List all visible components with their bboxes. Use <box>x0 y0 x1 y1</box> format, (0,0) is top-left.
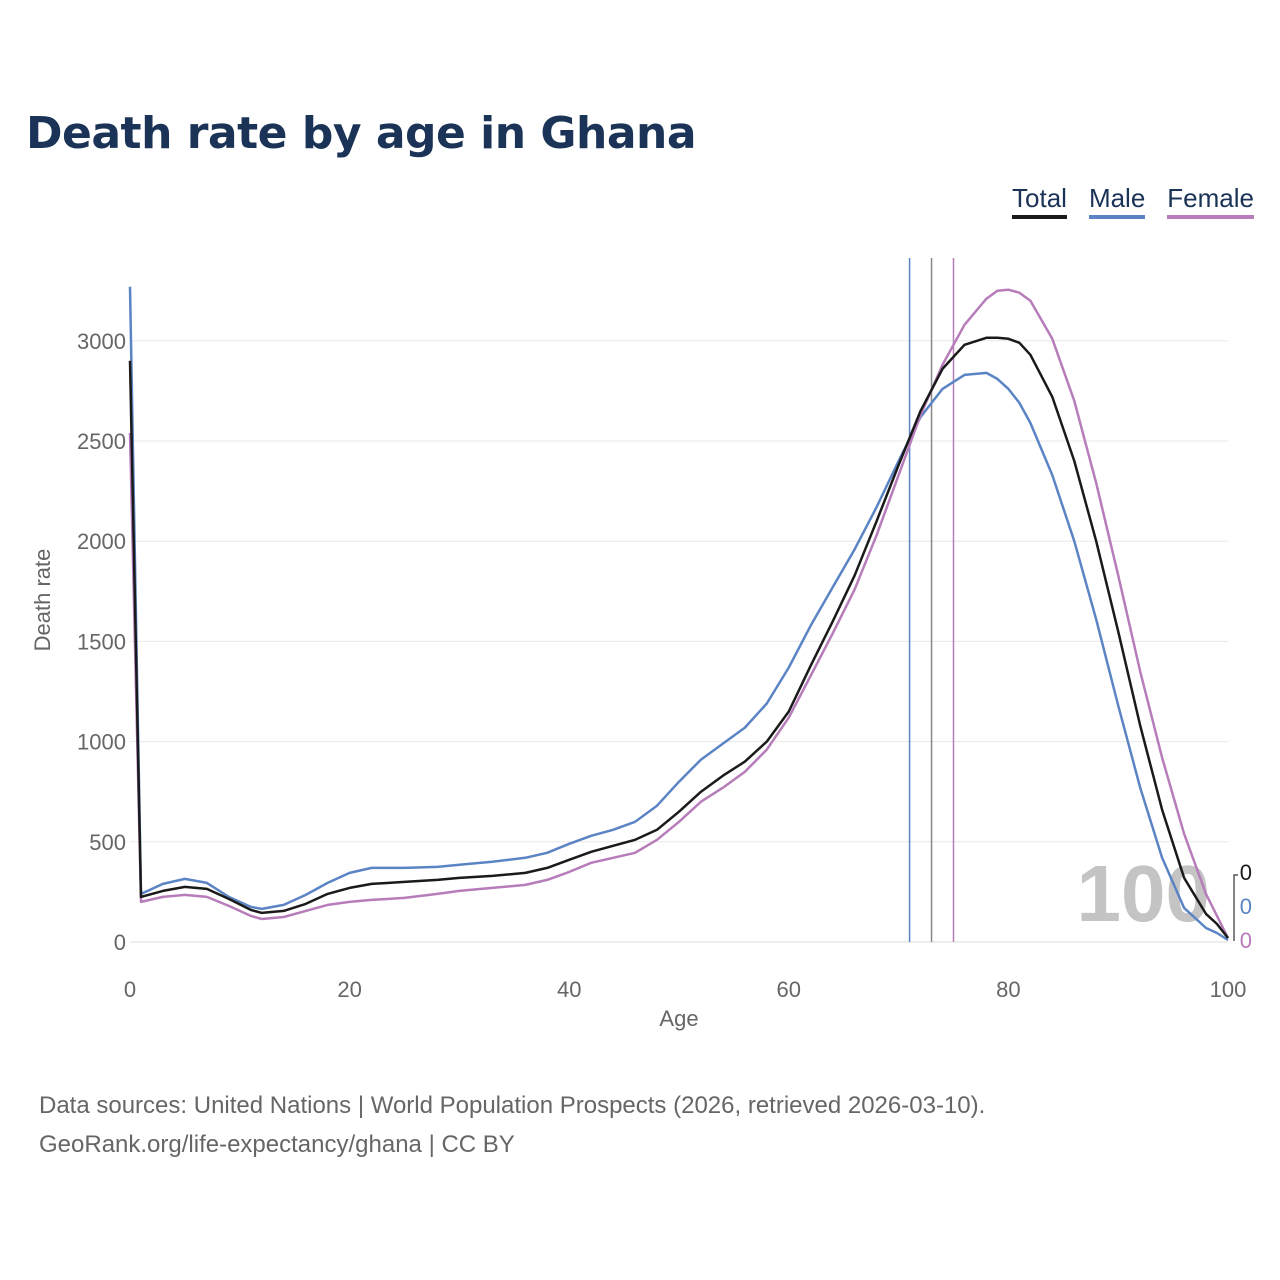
end-labels: 0 0 0 <box>1233 860 1252 953</box>
end-label-female: 0 <box>1240 928 1252 953</box>
legend-item-female[interactable]: Female <box>1167 183 1254 219</box>
series-line-female[interactable] <box>128 288 1230 939</box>
series-line-total[interactable] <box>128 336 1229 939</box>
y-tick-label-1000: 1000 <box>77 730 126 755</box>
life-expectancy-lines <box>908 258 955 942</box>
x-tick-label-60: 60 <box>777 977 801 1002</box>
series-line-male[interactable] <box>128 286 1229 942</box>
y-tick-label-3000: 3000 <box>77 329 126 354</box>
x-axis-label: Age <box>659 1006 698 1031</box>
y-tick-label-2500: 2500 <box>77 429 126 454</box>
y-axis-label: Death rate <box>30 549 55 652</box>
footer-attribution: GeoRank.org/life-expectancy/ghana | CC B… <box>39 1131 515 1158</box>
x-tick-label-0: 0 <box>124 977 136 1002</box>
legend-item-male[interactable]: Male <box>1088 183 1146 219</box>
chart-title: Death rate by age in Ghana <box>26 108 697 159</box>
y-tick-label-500: 500 <box>89 830 126 855</box>
y-tick-label-2000: 2000 <box>77 529 126 554</box>
axis-ticks: 0 500 1000 1500 2000 2500 3000 0 20 40 60 80 100 <box>77 329 1246 1002</box>
footer-sources: Data sources: United Nations | World Pop… <box>39 1092 986 1119</box>
end-label-male: 0 <box>1240 894 1252 919</box>
y-tick-label-1500: 1500 <box>77 629 126 654</box>
footer: Data sources: United Nations | World Pop… <box>39 1086 985 1164</box>
end-label-total: 0 <box>1240 860 1252 885</box>
grid-lines <box>130 340 1228 943</box>
y-tick-label-0: 0 <box>114 930 126 955</box>
series-group <box>128 286 1230 942</box>
legend-item-total[interactable]: Total <box>1012 183 1067 219</box>
x-tick-label-80: 80 <box>996 977 1020 1002</box>
x-tick-label-20: 20 <box>337 977 361 1002</box>
x-tick-label-40: 40 <box>557 977 581 1002</box>
legend: Total Male Female <box>1012 183 1254 219</box>
end-label-bracket <box>1233 874 1238 941</box>
watermark-year: 100 <box>1077 849 1210 938</box>
x-tick-label-100: 100 <box>1210 977 1247 1002</box>
